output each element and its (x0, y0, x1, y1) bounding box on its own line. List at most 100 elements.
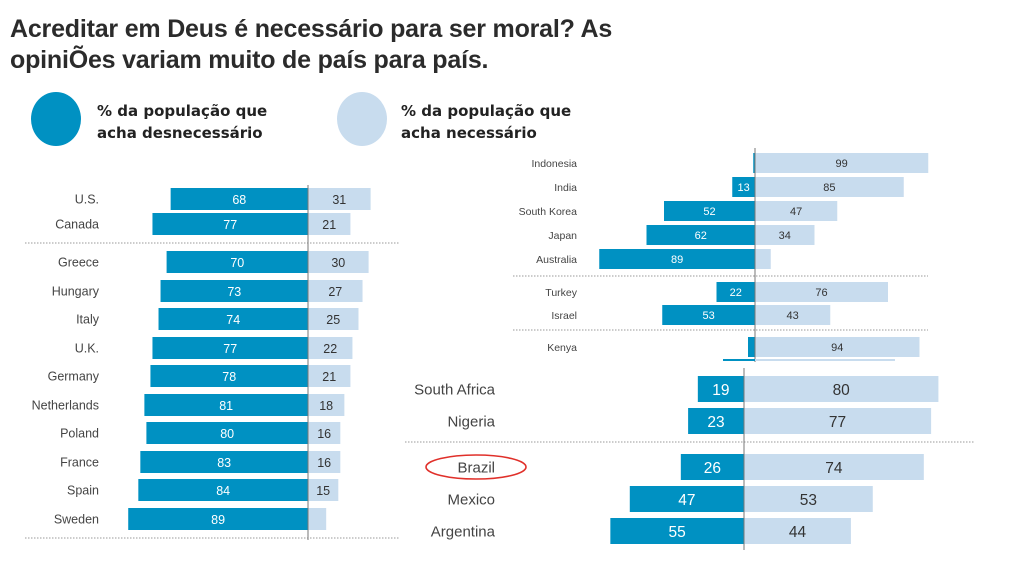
legend-label-necessary: % da população que acha necessário (401, 100, 571, 144)
value-label-necessary: 22 (323, 342, 337, 356)
bar-necessary (308, 251, 369, 273)
bar-unnecessary (664, 201, 755, 221)
bar-necessary (308, 479, 339, 501)
value-label-unnecessary: 62 (695, 230, 707, 242)
value-label-necessary: 34 (779, 230, 791, 242)
category-label: Netherlands (32, 399, 99, 413)
bar-necessary (308, 337, 353, 359)
value-label-necessary: 30 (331, 256, 345, 270)
value-label-unnecessary: 68 (232, 193, 246, 207)
bar-unnecessary (646, 225, 755, 245)
value-label-necessary: 53 (800, 492, 817, 509)
bar-necessary (744, 486, 873, 512)
bar-unnecessary (150, 365, 308, 387)
bar-unnecessary (158, 308, 308, 330)
value-label-unnecessary: 55 (669, 524, 686, 541)
bar-unnecessary (599, 249, 755, 269)
bar-necessary (755, 249, 771, 269)
category-label: Japan (548, 230, 577, 242)
value-label-unnecessary: 70 (230, 256, 244, 270)
cropped-bar-fragment (755, 359, 895, 361)
category-label: France (60, 456, 99, 470)
category-label: India (554, 182, 577, 194)
value-label-unnecessary: 80 (220, 427, 234, 441)
category-label: U.S. (75, 193, 99, 207)
value-label-necessary: 99 (836, 158, 848, 170)
value-label-unnecessary: 74 (226, 313, 240, 327)
category-label: South Africa (414, 381, 496, 398)
value-label-unnecessary: 19 (712, 382, 729, 399)
legend-swatch-necessary (337, 92, 387, 146)
value-label-unnecessary: 83 (217, 456, 231, 470)
bar-necessary (308, 394, 345, 416)
value-label-necessary: 44 (789, 524, 807, 541)
bar-unnecessary (610, 518, 744, 544)
bar-unnecessary (748, 337, 755, 357)
bar-unnecessary (732, 177, 755, 197)
category-label: Nigeria (447, 413, 495, 430)
bar-unnecessary (128, 508, 308, 530)
bar-unnecessary (753, 153, 755, 173)
category-label: Spain (67, 484, 99, 498)
value-label-unnecessary: 13 (738, 182, 750, 194)
value-label-necessary: 21 (322, 370, 336, 384)
category-label: Argentina (431, 523, 496, 540)
category-label: Kenya (547, 342, 577, 354)
bar-unnecessary (716, 282, 755, 302)
value-label-necessary: 25 (326, 313, 340, 327)
value-label-necessary: 16 (317, 427, 331, 441)
category-label: Israel (551, 310, 577, 322)
value-label-unnecessary: 26 (704, 460, 721, 477)
bar-necessary (744, 408, 932, 434)
value-label-necessary: 18 (319, 399, 333, 413)
bar-unnecessary (146, 422, 308, 444)
legend-swatch-unnecessary (31, 92, 81, 146)
highlight-circle (425, 454, 527, 480)
value-label-unnecessary: 89 (211, 513, 225, 527)
legend-label-unnecessary: % da população que acha desnecessário (97, 100, 267, 144)
bar-unnecessary (688, 408, 744, 434)
category-label: Greece (58, 256, 99, 270)
bar-necessary (308, 280, 363, 302)
bar-necessary (308, 422, 341, 444)
value-label-unnecessary: 23 (707, 414, 724, 431)
bar-necessary (755, 153, 929, 173)
category-label: Hungary (52, 285, 100, 299)
bar-unnecessary (170, 188, 308, 210)
bar-unnecessary (140, 451, 308, 473)
value-label-necessary: 94 (831, 342, 843, 354)
bar-unnecessary (152, 213, 308, 235)
value-label-necessary: 47 (790, 206, 802, 218)
bar-necessary (308, 365, 351, 387)
bar-necessary (308, 308, 359, 330)
bar-unnecessary (697, 376, 744, 402)
value-label-necessary: 80 (833, 382, 851, 399)
value-label-unnecessary: 77 (223, 342, 237, 356)
bar-necessary (308, 213, 351, 235)
value-label-necessary: 27 (328, 285, 342, 299)
bar-necessary (308, 451, 341, 473)
bar-necessary (744, 454, 924, 480)
bar-necessary (744, 518, 851, 544)
bar-necessary (744, 376, 939, 402)
title-line-1: Acreditar em Deus é necessário para ser … (10, 15, 613, 43)
chart-title: Acreditar em Deus é necessário para ser … (10, 14, 612, 76)
bar-unnecessary (662, 305, 755, 325)
category-label: Turkey (545, 287, 577, 299)
value-label-unnecessary: 52 (703, 206, 715, 218)
bar-unnecessary (152, 337, 308, 359)
value-label-unnecessary: 81 (219, 399, 233, 413)
bar-necessary (755, 282, 888, 302)
value-label-necessary: 21 (322, 218, 336, 232)
category-label: Sweden (54, 513, 99, 527)
value-label-unnecessary: 53 (703, 310, 715, 322)
bar-unnecessary (166, 251, 308, 273)
legend-line: % da população que (401, 102, 572, 120)
category-label: Australia (536, 254, 577, 266)
cropped-bar-fragment (723, 359, 755, 361)
value-label-necessary: 77 (829, 414, 846, 431)
bar-necessary (755, 337, 920, 357)
title-line-2: opiniÕes variam muito de país para país. (10, 46, 489, 74)
value-label-necessary: 31 (332, 193, 346, 207)
